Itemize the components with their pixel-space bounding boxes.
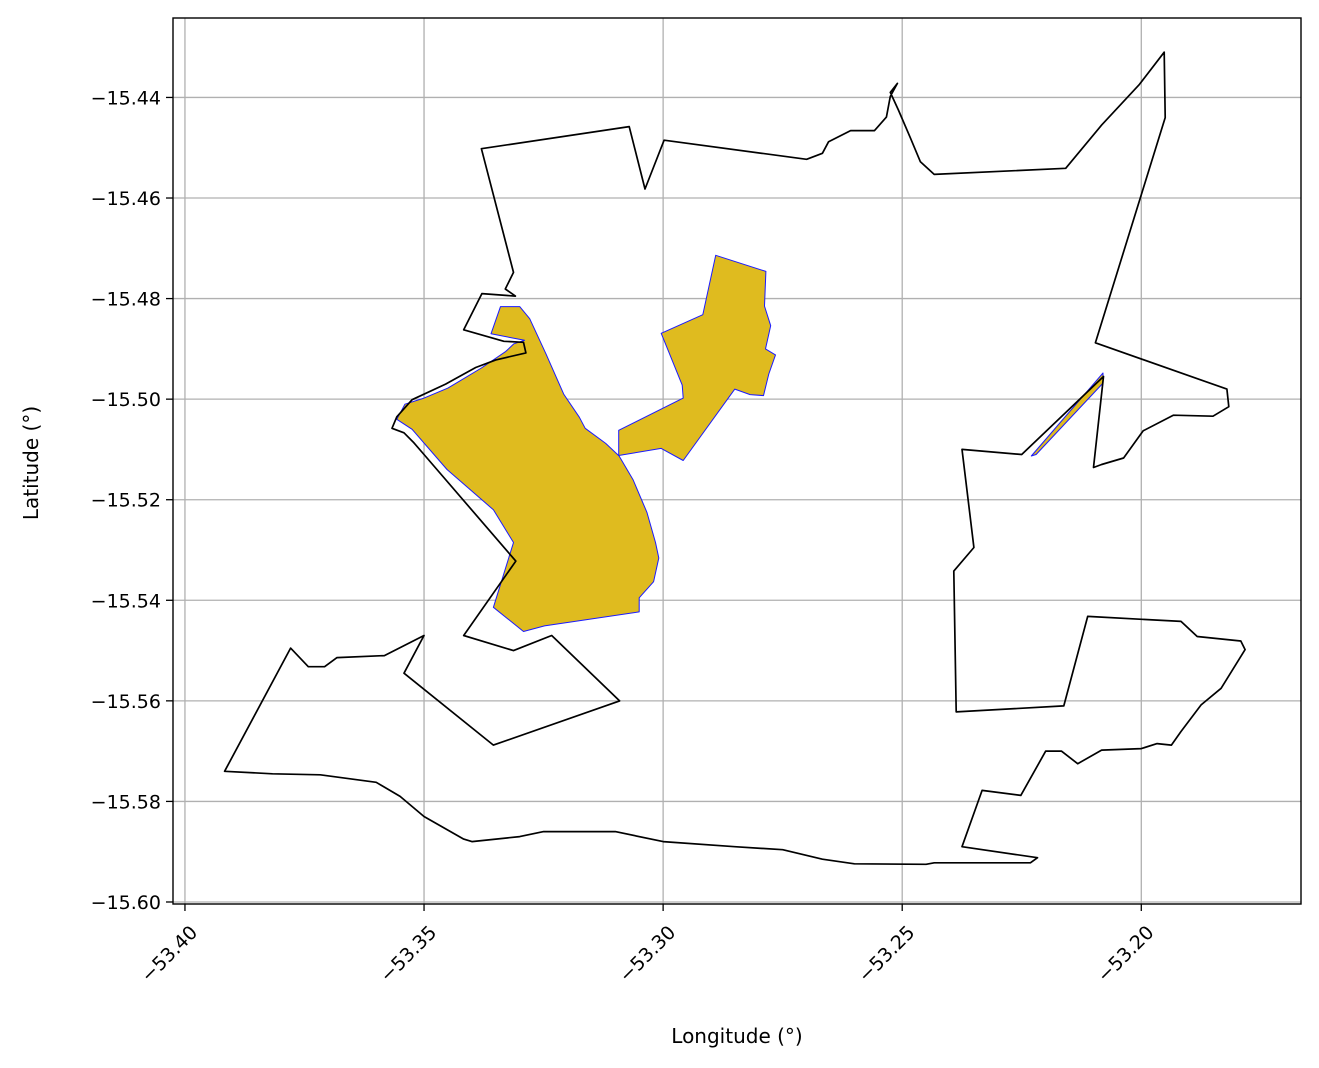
y-tick-label-5: −15.54 [91, 590, 161, 612]
y-tick-label-3: −15.50 [91, 389, 161, 411]
y-tick-label-7: −15.58 [91, 791, 161, 813]
y-axis-label: Latitude (°) [19, 406, 43, 520]
y-tick-label-2: −15.48 [91, 289, 161, 311]
x-axis-label: Longitude (°) [671, 1024, 802, 1048]
y-tick-label-1: −15.46 [91, 188, 161, 210]
y-tick-label-4: −15.52 [91, 490, 161, 512]
y-tick-label-8: −15.60 [91, 892, 161, 914]
y-tick-label-6: −15.56 [91, 691, 161, 713]
y-tick-label-0: −15.44 [91, 87, 161, 109]
